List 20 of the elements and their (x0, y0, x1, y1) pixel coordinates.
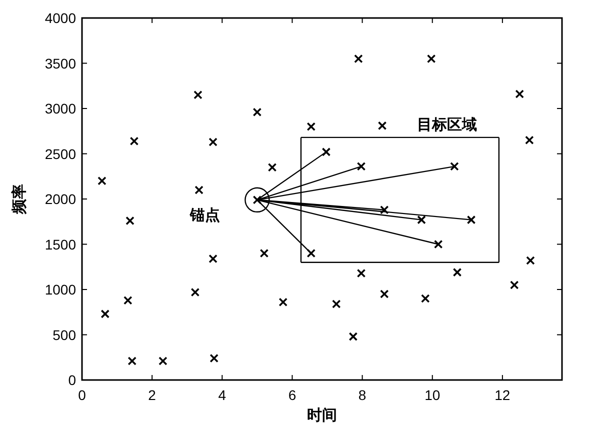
y-tick-label: 500 (52, 326, 76, 343)
x-tick-label: 10 (424, 387, 440, 403)
y-axis-title: 频率 (10, 184, 28, 215)
annotation: 锚点 (189, 206, 220, 224)
y-tick-label: 3000 (44, 100, 76, 116)
annotation: 目标区域 (416, 116, 477, 134)
x-axis-title: 时间 (307, 407, 337, 424)
x-tick-label: 12 (494, 387, 510, 403)
y-tick-label: 3500 (44, 55, 76, 72)
y-tick-label: 4000 (44, 10, 76, 26)
y-tick-label: 1500 (44, 236, 76, 252)
x-tick-label: 0 (78, 387, 86, 403)
y-tick-label: 2000 (44, 191, 76, 207)
x-tick-label: 4 (218, 387, 226, 403)
x-tick-label: 2 (148, 387, 156, 403)
y-tick-label: 1000 (44, 282, 76, 298)
y-tick-label: 2500 (44, 146, 76, 162)
y-tick-label: 0 (68, 372, 76, 388)
x-tick-label: 6 (288, 387, 296, 403)
x-tick-label: 8 (358, 387, 366, 403)
